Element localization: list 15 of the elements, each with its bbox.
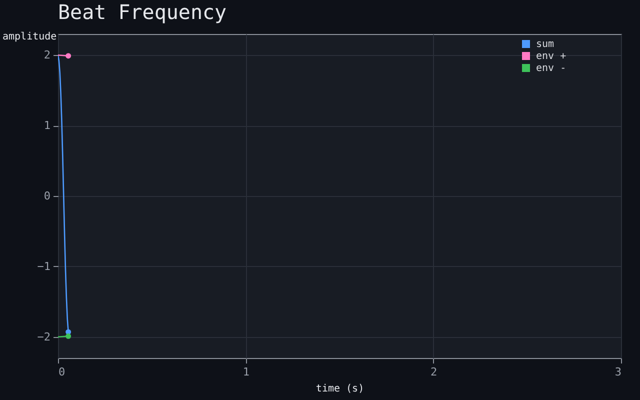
legend-label: env + (536, 51, 566, 62)
y-tick-label: 1 (44, 119, 50, 132)
y-tick-label: 2 (44, 48, 50, 62)
y-axis-title: amplitude (2, 32, 57, 42)
y-tick-label: −1 (37, 260, 50, 273)
x-tick-label: 3 (614, 366, 622, 378)
y-tick-label: 0 (44, 190, 50, 202)
x-tick-label: 1 (242, 366, 250, 378)
x-tick-label: 0 (58, 366, 66, 378)
chart-title: Beat Frequency (58, 0, 227, 24)
x-tick-label: 2 (430, 366, 438, 378)
x-axis-title: time (s) (316, 384, 364, 394)
legend-label: env - (536, 63, 566, 74)
y-tick-label: −2 (37, 330, 50, 344)
legend-label: sum (536, 39, 554, 50)
